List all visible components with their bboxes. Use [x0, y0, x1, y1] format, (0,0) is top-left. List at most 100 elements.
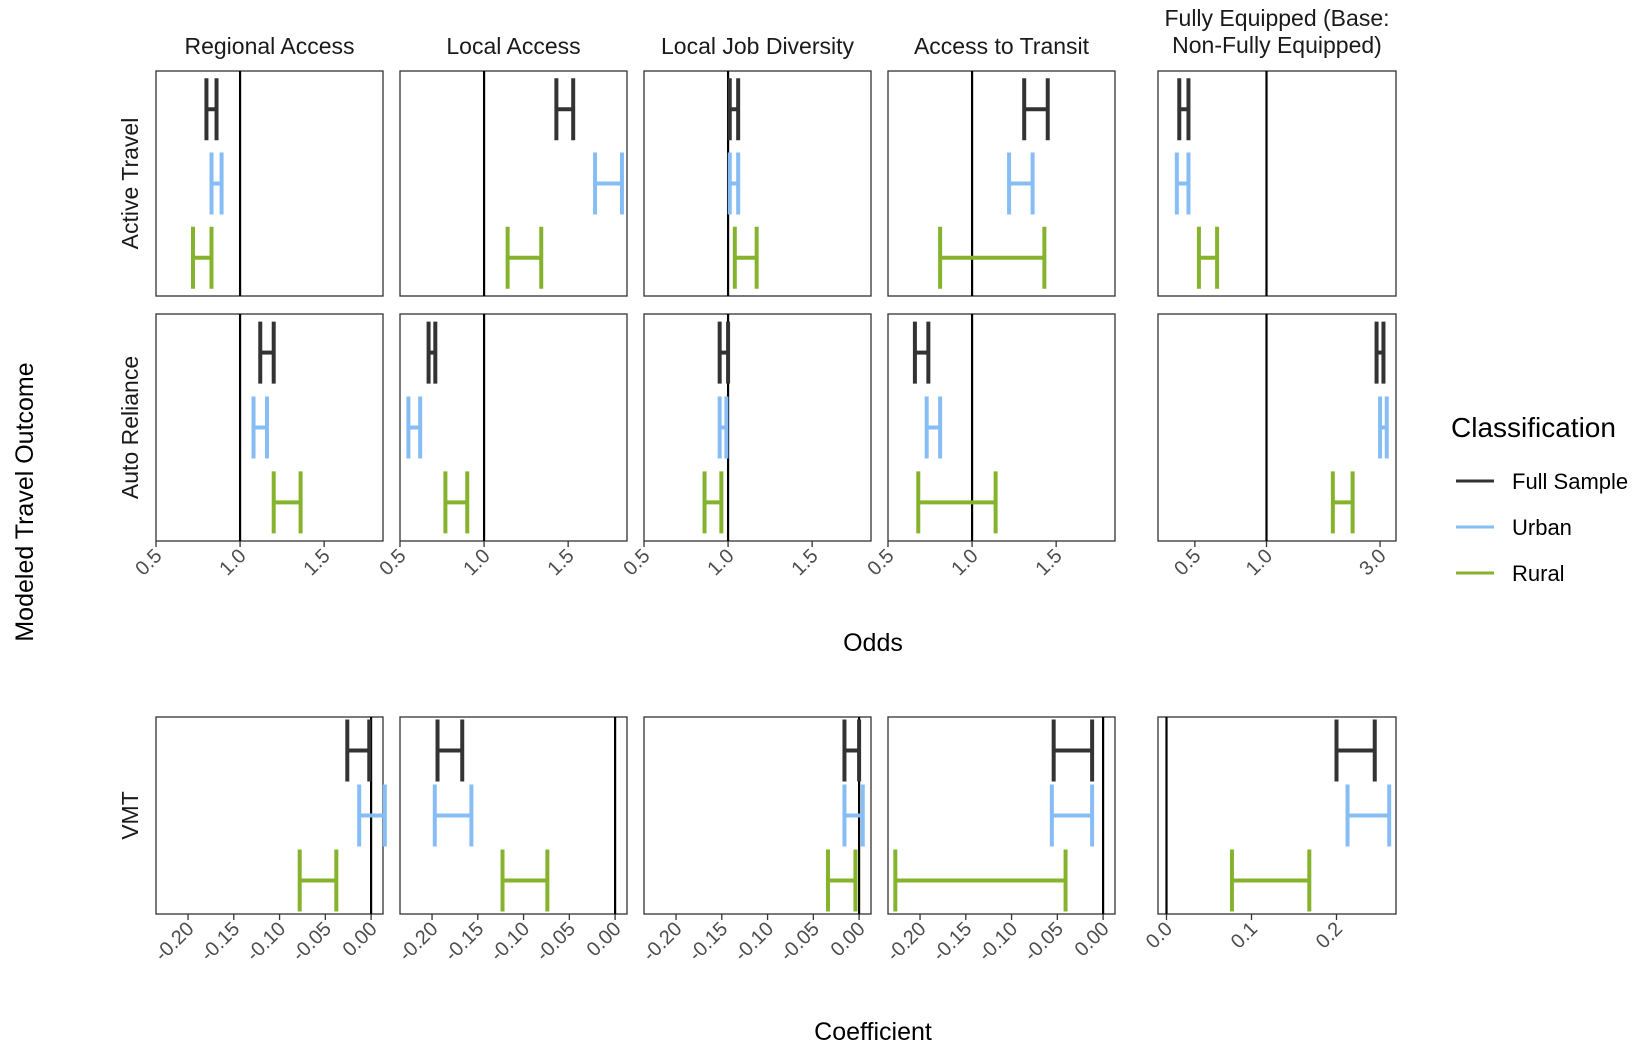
errorbar-rural: [1330, 471, 1355, 534]
errorbar-urban: [357, 784, 387, 847]
panel-0-3: [887, 70, 1116, 297]
errorbar-urban: [406, 396, 423, 459]
errorbar-rural: [505, 226, 544, 289]
tick-label: 0.00: [583, 918, 626, 961]
errorbar-rural: [443, 471, 470, 534]
errorbar-rural: [825, 849, 858, 912]
legend-item-label: Full Sample: [1512, 469, 1628, 494]
errorbar-full-sample: [1051, 719, 1095, 782]
panel-border: [643, 313, 872, 542]
panel-border: [1157, 70, 1397, 297]
column-label: Non-Fully Equipped): [1172, 32, 1382, 58]
tick-label: 0.00: [1071, 918, 1114, 961]
tick-label: -0.15: [441, 918, 489, 966]
errorbar-rural: [702, 471, 724, 534]
tick-label: -0.15: [197, 918, 245, 966]
panel-border: [1157, 313, 1397, 542]
tick-label: 1.5: [299, 545, 334, 580]
errorbar-full-sample: [554, 78, 576, 141]
errorbar-full-sample: [204, 78, 219, 141]
errorbar-full-sample: [1022, 78, 1050, 141]
tick-label: 0.2: [1312, 918, 1347, 953]
errorbar-full-sample: [1177, 78, 1191, 141]
panel-border: [887, 313, 1116, 542]
errorbar-urban: [1007, 152, 1035, 215]
tick-label: -0.05: [288, 918, 336, 966]
row-label: Auto Reliance: [117, 356, 143, 499]
column-label: Local Access: [446, 33, 580, 59]
panel-border: [399, 313, 628, 542]
tick-label: 0.5: [863, 545, 898, 580]
tick-label: 1.5: [787, 545, 822, 580]
tick-label: -0.20: [151, 918, 199, 966]
errorbar-rural: [500, 849, 550, 912]
errorbar-rural: [1229, 849, 1312, 912]
tick-label: -0.10: [974, 918, 1022, 966]
tick-label: 0.00: [827, 918, 870, 961]
panel-2-2: [643, 716, 872, 915]
errorbar-full-sample: [345, 719, 372, 782]
row-label: Active Travel: [117, 118, 143, 250]
tick-label: 1.0: [459, 545, 494, 580]
tick-label: 0.5: [1170, 545, 1205, 580]
errorbar-full-sample: [426, 321, 438, 384]
tick-label: -0.10: [486, 918, 534, 966]
errorbar-urban: [1174, 152, 1191, 215]
errorbar-urban: [727, 152, 741, 215]
errorbar-urban: [717, 396, 729, 459]
panel-0-4: [1157, 70, 1397, 297]
panel-2-0: [155, 716, 387, 915]
tick-label: 0.5: [375, 545, 410, 580]
legend-title: Classification: [1451, 412, 1616, 443]
panel-2-4: [1157, 716, 1397, 915]
column-strip-labels: Regional Access Local Access Local Job Div…: [184, 5, 1389, 59]
errorbar-full-sample: [842, 719, 862, 782]
tick-label: -0.15: [929, 918, 977, 966]
tick-label: 3.0: [1355, 545, 1390, 580]
panel-1-3: [887, 313, 1116, 542]
tick-label: -0.05: [532, 918, 580, 966]
tick-label: 0.00: [339, 918, 382, 961]
tick-label: 1.5: [1031, 545, 1066, 580]
panel-1-4: [1157, 313, 1397, 542]
panel-border: [887, 70, 1116, 297]
legend-item-label: Urban: [1512, 515, 1572, 540]
coefficient-axis-title: Coefficient: [814, 1018, 932, 1046]
tick-label: 0.1: [1227, 918, 1262, 953]
panel-1-0: [155, 313, 384, 542]
legend: Classification Full Sample Urban Rural: [1451, 412, 1628, 586]
errorbar-full-sample: [1374, 321, 1386, 384]
column-label: Fully Equipped (Base:: [1164, 5, 1389, 31]
row-strip-labels: Active Travel Auto Reliance VMT: [117, 118, 143, 840]
tick-label: 1.0: [215, 545, 250, 580]
tick-label: -0.20: [639, 918, 687, 966]
errorbar-urban: [1049, 784, 1095, 847]
errorbar-full-sample: [258, 321, 276, 384]
tick-label: 0.5: [131, 545, 166, 580]
tick-label: -0.20: [883, 918, 931, 966]
errorbar-urban: [209, 152, 224, 215]
column-label: Regional Access: [184, 33, 354, 59]
errorbar-urban: [432, 784, 474, 847]
column-label: Access to Transit: [914, 33, 1090, 59]
panel-2-1: [399, 716, 628, 915]
errorbar-rural: [916, 471, 998, 534]
errorbar-full-sample: [435, 719, 465, 782]
tick-label: 0.0: [1142, 918, 1177, 953]
errorbar-rural: [893, 849, 1068, 912]
panel-border: [155, 716, 384, 915]
tick-label: 0.5: [619, 545, 654, 580]
errorbar-rural: [938, 226, 1047, 289]
errorbar-full-sample: [912, 321, 931, 384]
panel-border: [643, 716, 872, 915]
tick-label: 1.0: [947, 545, 982, 580]
errorbar-full-sample: [717, 321, 731, 384]
errorbar-full-sample: [1334, 719, 1377, 782]
panel-border: [155, 70, 384, 297]
panel-0-2: [643, 70, 872, 297]
odds-axis-title: Odds: [843, 629, 903, 657]
errorbar-rural: [1196, 226, 1220, 289]
errorbar-urban: [924, 396, 943, 459]
tick-label: 1.0: [703, 545, 738, 580]
tick-label: -0.10: [242, 918, 290, 966]
